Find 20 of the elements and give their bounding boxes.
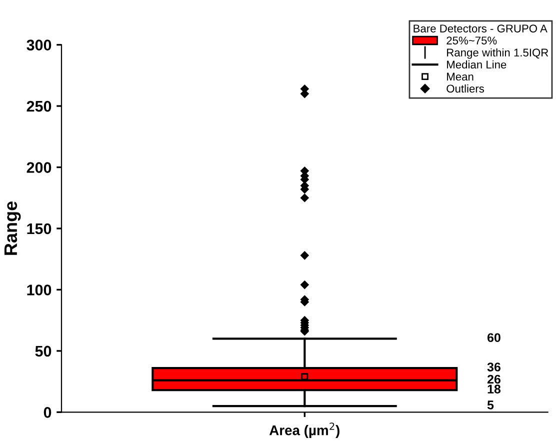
x-axis-title: Area (µm$^{2}$) xyxy=(269,422,340,438)
annotation: Median Line xyxy=(447,60,506,69)
y-tick-label: 200 xyxy=(26,162,52,173)
y-tick-label: 250 xyxy=(26,100,52,112)
annotation: Range within 1.5IQR xyxy=(447,48,548,59)
text: 18 xyxy=(488,384,501,394)
y-tick-label: 100 xyxy=(27,284,52,296)
annotation: Outliers xyxy=(446,84,484,93)
y-tick-label: 50 xyxy=(35,346,52,357)
text: 36 xyxy=(487,362,500,372)
y-tick-label: 0 xyxy=(44,407,52,418)
annotation: Mean xyxy=(447,72,474,81)
y-tick-label: 150 xyxy=(27,223,52,234)
text: 60 xyxy=(487,333,500,342)
y-axis-title: Range xyxy=(4,202,21,255)
y-tick-label: 300 xyxy=(26,40,52,51)
legend-title: Bare Detectors - GRUPO A xyxy=(414,24,548,32)
text: 26 xyxy=(487,374,500,384)
text: 5 xyxy=(487,400,494,410)
legend-label: 25%~75% xyxy=(446,36,497,44)
